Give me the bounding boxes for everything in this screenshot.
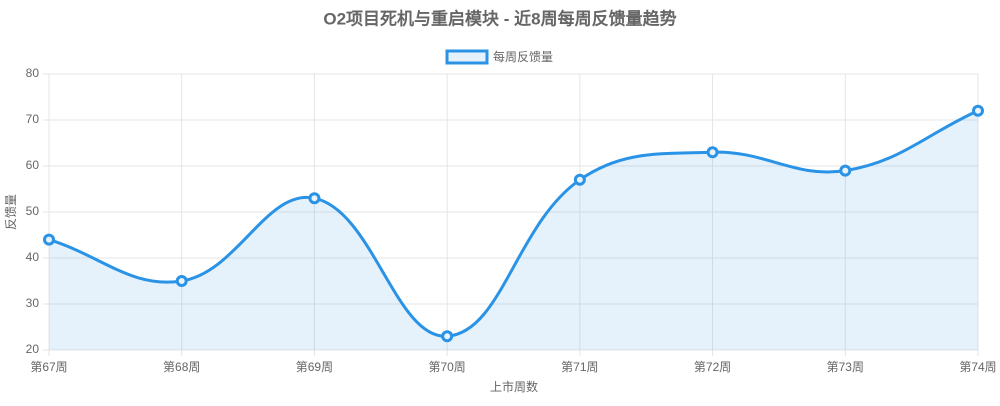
- legend-label: 每周反馈量: [493, 49, 553, 64]
- y-tick-label: 80: [26, 66, 40, 80]
- point: [573, 173, 586, 186]
- x-tick-label: 第72周: [694, 360, 731, 374]
- x-tick-label: 第71周: [561, 360, 598, 374]
- point: [308, 192, 321, 205]
- y-tick-label: 60: [26, 158, 40, 172]
- x-tick-label: 第73周: [827, 360, 864, 374]
- y-axis-label: 反馈量: [4, 194, 18, 230]
- chart-title: O2项目死机与重启模块 - 近8周每周反馈量趋势: [323, 8, 676, 28]
- legend-swatch: [445, 49, 489, 65]
- y-tick-label: 50: [26, 204, 40, 218]
- line: [48, 109, 979, 338]
- area: [49, 110, 978, 350]
- point: [175, 275, 188, 287]
- point: [43, 233, 55, 246]
- x-tick-label: 第70周: [428, 360, 465, 374]
- x-tick-label: 第69周: [296, 360, 333, 374]
- x-tick-label: 第68周: [163, 360, 200, 374]
- y-tick-label: 30: [26, 296, 40, 310]
- y-tick-label: 20: [26, 342, 40, 356]
- point: [972, 104, 984, 117]
- x-tick-label: 第67周: [30, 360, 67, 374]
- point: [839, 164, 852, 177]
- point: [706, 146, 719, 159]
- y-tick-label: 70: [26, 112, 40, 126]
- x-axis-label: 上市周数: [490, 379, 538, 394]
- x-tick-label: 第74周: [959, 360, 996, 374]
- y-tick-label: 40: [26, 250, 40, 264]
- point: [441, 330, 454, 343]
